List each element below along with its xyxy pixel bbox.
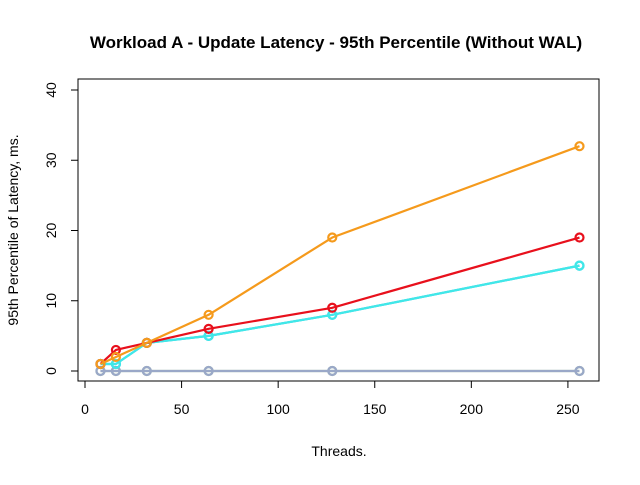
series-1-point-3 xyxy=(203,365,214,377)
series-layer xyxy=(95,141,585,377)
series-5-point-1 xyxy=(110,351,122,363)
series-4 xyxy=(95,232,585,370)
y-axis-label: 95th Percentile of Latency, ms. xyxy=(5,134,21,325)
x-tick-label-1: 50 xyxy=(174,401,190,417)
axes: 0 50 100 150 200 250 0 10 20 30 40 xyxy=(43,82,580,417)
plot-frame xyxy=(77,78,600,382)
series-4-point-4 xyxy=(327,302,338,313)
series-1 xyxy=(95,365,585,377)
x-tick-label-3: 150 xyxy=(363,401,387,417)
series-5-point-4 xyxy=(327,232,338,243)
series-5 xyxy=(95,141,585,370)
series-4-point-3 xyxy=(203,323,214,334)
series-1-point-4 xyxy=(327,365,338,377)
y-tick-label-0: 0 xyxy=(43,367,59,375)
series-3-point-5 xyxy=(574,260,585,271)
series-3 xyxy=(95,260,585,370)
x-tick-label-5: 250 xyxy=(556,401,580,417)
x-tick-label-4: 200 xyxy=(460,401,484,417)
y-tick-label-4: 40 xyxy=(43,82,59,98)
y-tick-label-1: 10 xyxy=(43,293,59,309)
series-5-point-2 xyxy=(141,337,152,348)
series-5-point-5 xyxy=(574,141,585,152)
series-5-line xyxy=(99,145,580,365)
series-2 xyxy=(95,260,585,370)
x-axis-label: Threads. xyxy=(311,443,366,459)
y-tick-label-3: 30 xyxy=(43,152,59,168)
series-5-point-0 xyxy=(95,358,106,370)
x-tick-label-0: 0 xyxy=(81,401,89,417)
series-4-point-5 xyxy=(574,232,585,243)
x-tick-label-2: 100 xyxy=(266,401,290,417)
y-tick-label-2: 20 xyxy=(43,223,59,239)
series-1-point-2 xyxy=(141,365,152,377)
series-3-line xyxy=(100,264,580,366)
series-5-point-3 xyxy=(203,309,214,320)
series-1-point-5 xyxy=(574,365,585,377)
chart-title: Workload A - Update Latency - 95th Perce… xyxy=(90,33,582,52)
series-4-line xyxy=(99,236,580,365)
